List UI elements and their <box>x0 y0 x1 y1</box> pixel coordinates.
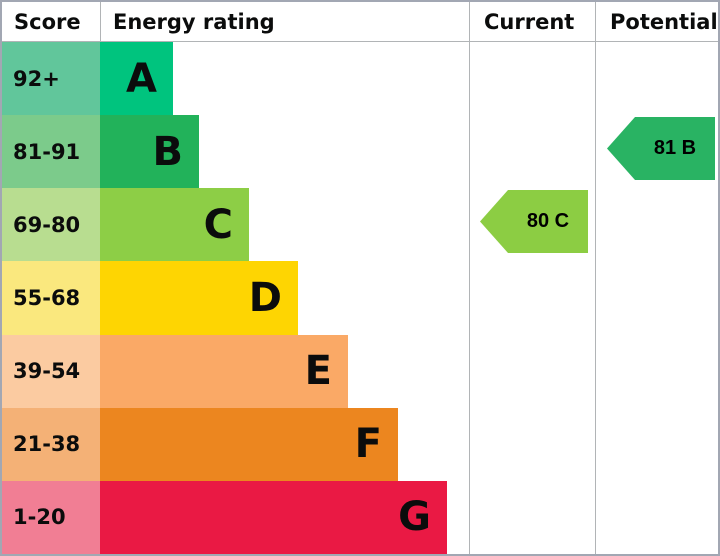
score-range-cell: 81-91 <box>2 115 100 189</box>
band-letter: C <box>203 201 233 248</box>
band-bar: C <box>100 188 249 262</box>
band-letter: F <box>354 421 382 468</box>
header-potential-label: Potential <box>610 9 718 34</box>
header-potential: Potential <box>595 2 718 42</box>
band-bar: D <box>100 261 298 335</box>
score-range-label: 39-54 <box>13 359 81 384</box>
current-arrow-label: 80 C <box>526 210 570 232</box>
score-range-cell: 39-54 <box>2 334 100 408</box>
score-range-label: 55-68 <box>13 285 81 310</box>
header-score-label: Score <box>14 9 81 34</box>
bar-track: F <box>100 407 718 481</box>
potential-arrow-label: 81 B <box>653 137 697 159</box>
bar-track: C <box>100 188 718 262</box>
score-range-cell: 1-20 <box>2 480 100 554</box>
band-letter: D <box>248 274 282 321</box>
header-current-label: Current <box>484 9 575 34</box>
score-range-label: 81-91 <box>13 139 81 164</box>
bar-track: G <box>100 480 718 554</box>
header-energy-rating: Energy rating <box>100 2 469 42</box>
band-bar: B <box>100 115 199 189</box>
score-range-cell: 69-80 <box>2 188 100 262</box>
band-bar: F <box>100 407 398 481</box>
band-bar: G <box>100 480 447 554</box>
header-current: Current <box>469 2 595 42</box>
header-energy-rating-label: Energy rating <box>113 9 275 34</box>
band-bar: E <box>100 334 348 408</box>
score-range-cell: 92+ <box>2 42 100 116</box>
score-range-label: 69-80 <box>13 212 81 237</box>
bar-track: D <box>100 261 718 335</box>
score-range-label: 92+ <box>13 66 60 91</box>
bar-track: A <box>100 42 718 116</box>
header-score: Score <box>2 2 100 42</box>
divider-energy-current <box>469 2 470 554</box>
band-letter: G <box>398 494 431 541</box>
band-bar: A <box>100 42 173 116</box>
score-range-label: 21-38 <box>13 432 81 457</box>
score-range-label: 1-20 <box>13 505 66 530</box>
divider-current-potential <box>595 2 596 554</box>
band-letter: A <box>126 55 157 102</box>
band-letter: B <box>152 128 184 175</box>
score-range-cell: 21-38 <box>2 407 100 481</box>
score-range-cell: 55-68 <box>2 261 100 335</box>
bar-track: E <box>100 334 718 408</box>
band-letter: E <box>304 348 332 395</box>
divider-score-energy <box>100 2 101 42</box>
